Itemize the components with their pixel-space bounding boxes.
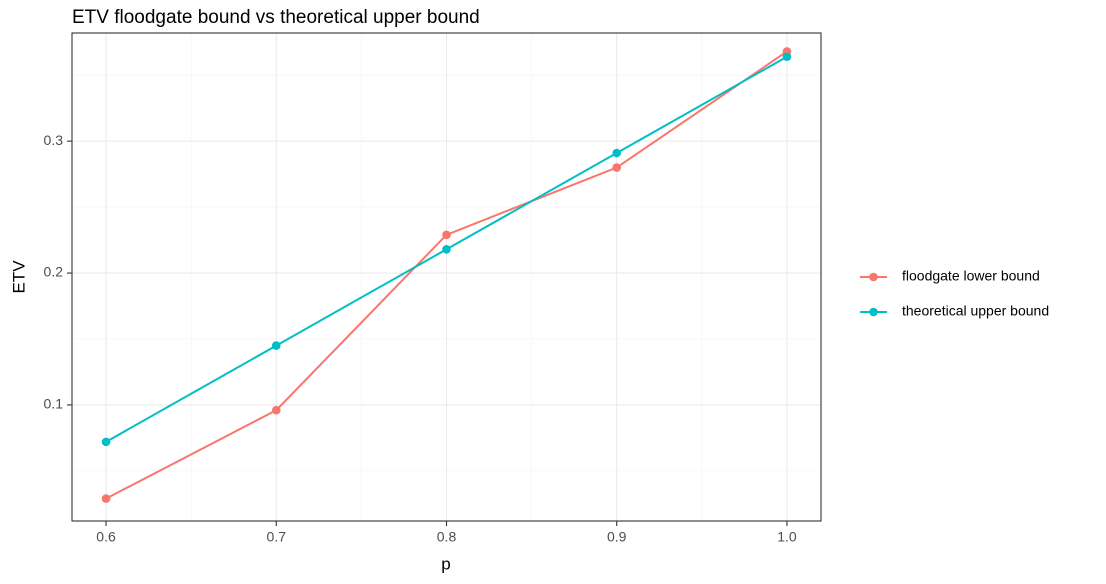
- legend-key-point: [869, 272, 878, 282]
- x-tick-label: 0.9: [607, 529, 627, 545]
- x-tick-label: 0.8: [437, 529, 457, 545]
- y-tick-label: 0.3: [44, 132, 64, 148]
- series-points: [101, 47, 792, 503]
- x-tick-label: 1.0: [777, 529, 797, 545]
- x-tick-label: 0.6: [96, 529, 116, 545]
- chart-title: ETV floodgate bound vs theoretical upper…: [72, 7, 480, 28]
- data-point-theoretical-upper-bound: [271, 341, 281, 350]
- data-point-floodgate-lower-bound: [612, 163, 622, 172]
- data-point-floodgate-lower-bound: [442, 230, 451, 240]
- data-point-theoretical-upper-bound: [101, 437, 111, 447]
- data-point-theoretical-upper-bound: [612, 148, 622, 158]
- y-tick-label: 0.1: [44, 396, 64, 412]
- legend-label: floodgate lower bound: [902, 268, 1040, 284]
- data-point-floodgate-lower-bound: [271, 405, 281, 415]
- x-axis: 0.6 0.7 0.8 0.9 1.0: [96, 521, 797, 545]
- x-tick-label: 0.7: [267, 529, 287, 545]
- x-axis-title: p: [441, 554, 450, 573]
- legend-item-theoretical-upper-bound: theoretical upper bound: [860, 303, 1049, 319]
- data-point-floodgate-lower-bound: [101, 494, 111, 503]
- y-axis: 0.1 0.2 0.3: [44, 132, 72, 412]
- legend-item-floodgate-lower-bound: floodgate lower bound: [860, 268, 1040, 284]
- grid-lines: [72, 33, 821, 521]
- data-point-theoretical-upper-bound: [442, 245, 451, 254]
- legend: floodgate lower bound theoretical upper b…: [860, 268, 1049, 319]
- data-point-theoretical-upper-bound: [782, 52, 792, 62]
- y-axis-title: ETV: [9, 260, 28, 294]
- legend-label: theoretical upper bound: [902, 303, 1049, 319]
- legend-key-point: [869, 307, 878, 317]
- y-tick-label: 0.2: [44, 264, 64, 280]
